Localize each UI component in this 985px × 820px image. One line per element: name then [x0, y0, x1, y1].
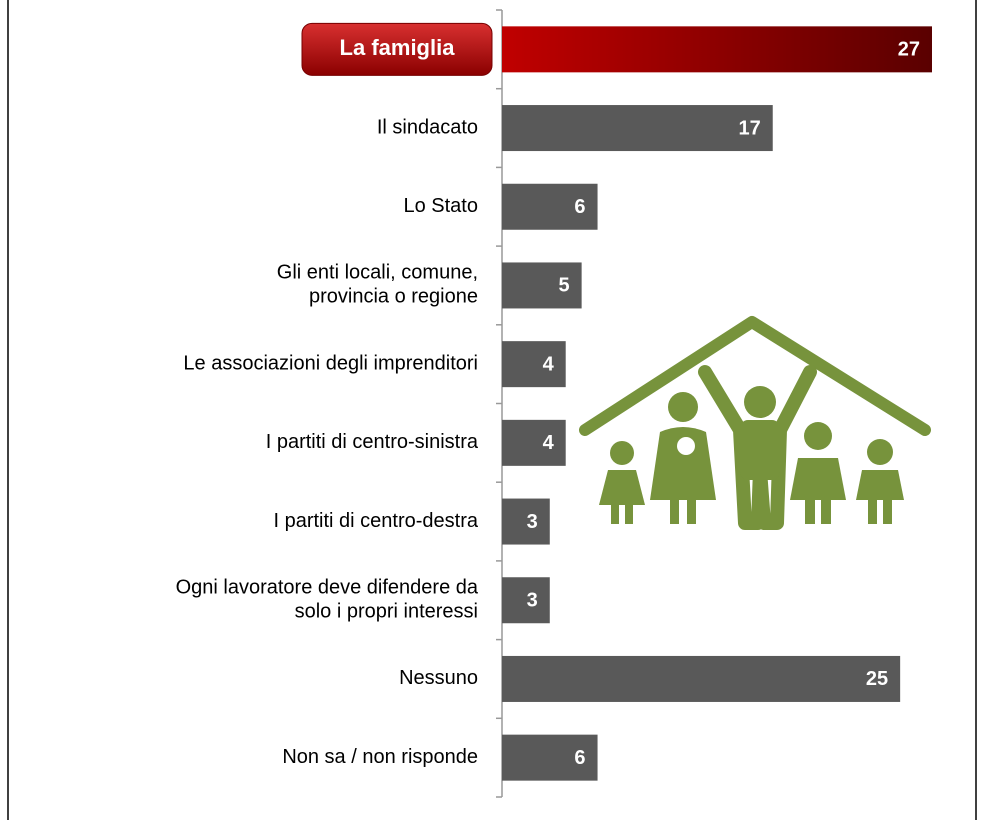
bar — [502, 420, 566, 466]
bar — [502, 26, 932, 72]
family-icon — [585, 322, 925, 524]
category-label: I partiti di centro-destra — [273, 510, 478, 532]
category-label: Non sa / non risponde — [282, 746, 478, 768]
category-label: Le associazioni degli imprenditori — [183, 352, 478, 374]
value-label: 4 — [543, 353, 555, 375]
category-label: Il sindacato — [377, 116, 478, 138]
value-label: 3 — [527, 590, 538, 612]
category-label: I partiti di centro-sinistra — [266, 431, 479, 453]
value-label: 6 — [574, 747, 585, 769]
value-label: 5 — [559, 275, 570, 297]
category-label: Nessuno — [399, 667, 478, 689]
value-label: 4 — [543, 432, 555, 454]
bar — [502, 341, 566, 387]
category-label: La famiglia — [340, 35, 456, 60]
value-label: 6 — [574, 196, 585, 218]
chart: 27 La famiglia 17 Il sindacato 6 Lo Stato 5 Gli… — [0, 0, 985, 820]
category-label: Lo Stato — [403, 195, 478, 217]
bar — [502, 262, 582, 308]
value-label: 25 — [866, 668, 888, 690]
value-label: 17 — [738, 117, 760, 139]
category-label: Gli enti locali, comune,provincia o regi… — [277, 262, 478, 308]
bar — [502, 656, 900, 702]
value-label: 3 — [527, 511, 538, 533]
value-label: 27 — [898, 39, 920, 61]
bar — [502, 105, 773, 151]
